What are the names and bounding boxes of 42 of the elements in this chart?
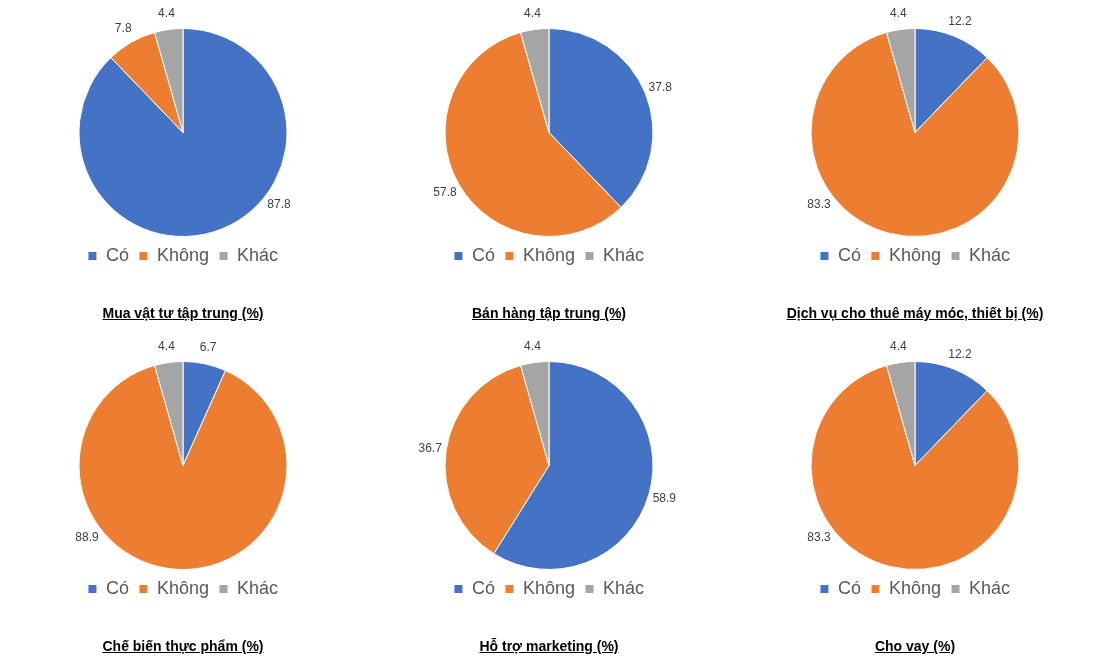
text: Bán hàng tập trung (%) — [471, 305, 627, 321]
data-label: 58.9 — [652, 490, 677, 505]
data-label: 88.9 — [75, 529, 99, 544]
data-label: 83.3 — [807, 529, 831, 544]
legend-label: Khác — [603, 244, 645, 265]
legend-label: Khác — [603, 577, 645, 598]
legend-label: Có — [105, 577, 129, 598]
text: Mua vật tư tập trung (%) — [101, 305, 265, 321]
data-label: 87.8 — [267, 196, 291, 211]
data-label: 57.8 — [433, 184, 457, 199]
legend-label: Khác — [969, 577, 1011, 598]
data-label: 4.4 — [890, 338, 908, 353]
data-label: 7.8 — [114, 20, 132, 35]
legend-label: Khác — [237, 577, 279, 598]
data-label: 37.8 — [648, 79, 673, 94]
legend-label: Có — [105, 244, 129, 265]
data-label: 4.4 — [158, 5, 176, 20]
legend-label: Có — [837, 244, 861, 265]
text: Dịch vụ cho thuê máy móc, thiết bị (%) — [785, 305, 1045, 321]
text: Chế biến thực phẩm (%) — [101, 638, 265, 654]
legend-label: Không — [888, 577, 942, 598]
data-label: 12.2 — [948, 346, 972, 361]
text: Cho vay (%) — [873, 638, 957, 654]
legend-label: Có — [471, 577, 495, 598]
data-label: 4.4 — [890, 5, 908, 20]
data-label: 83.3 — [807, 196, 831, 211]
text: Hỗ trợ marketing (%) — [478, 638, 620, 654]
data-label: 4.4 — [524, 338, 542, 353]
legend-label: Có — [837, 577, 861, 598]
legend-label: Có — [471, 244, 495, 265]
data-label: 36.7 — [418, 440, 443, 455]
legend-label: Không — [156, 244, 210, 265]
legend-label: Khác — [969, 244, 1011, 265]
data-label: 4.4 — [158, 338, 176, 353]
data-label: 4.4 — [524, 5, 542, 20]
legend-label: Khác — [237, 244, 279, 265]
data-label: 12.2 — [948, 13, 972, 28]
legend-label: Không — [156, 577, 210, 598]
legend-label: Không — [522, 244, 576, 265]
legend-label: Không — [522, 577, 576, 598]
data-label: 6.7 — [199, 340, 217, 355]
legend-label: Không — [888, 244, 942, 265]
